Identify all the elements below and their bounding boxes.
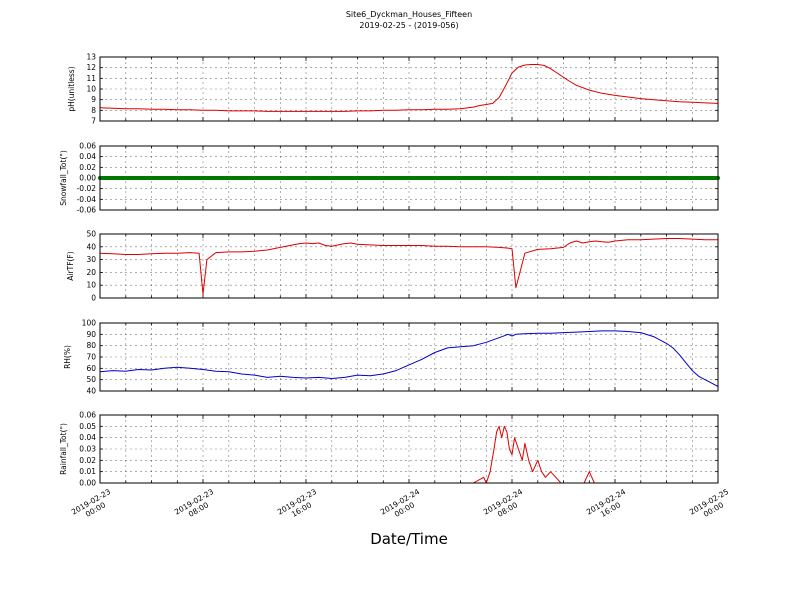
- chart-title: Site6_Dyckman_Houses_Fifteen 2019-02-25 …: [100, 9, 718, 31]
- y-tick-label: 80: [86, 341, 96, 350]
- panel-frame: [99, 414, 719, 484]
- ph-y-axis-label: pH(unitless): [67, 66, 76, 111]
- y-tick-label: 0.00: [79, 479, 96, 488]
- snowfall-y-axis-label: Snowfall_Tot("): [59, 150, 68, 206]
- rainfall-panel: 0.00 0.01 0.02 0.03 0.04 0.05 0.06 Rainfall_Tot…: [59, 411, 719, 488]
- ph-series-line: [99, 64, 719, 112]
- y-tick-label: 100: [82, 319, 97, 328]
- y-tick-label: 50: [86, 230, 96, 239]
- y-tick-label: 50: [86, 375, 96, 384]
- y-tick-label: 12: [86, 63, 96, 72]
- panel-frame: [99, 322, 719, 392]
- y-tick-label: 0.06: [79, 411, 96, 420]
- rainfall-series-line: [99, 425, 719, 484]
- y-tick-label: 40: [86, 387, 96, 396]
- y-tick-label: 0.02: [79, 163, 96, 172]
- y-tick-label: 0.04: [79, 152, 96, 161]
- y-tick-label: 0.01: [79, 467, 96, 476]
- y-tick-label: 30: [86, 255, 96, 264]
- y-tick-label: 8: [91, 106, 96, 115]
- airtf-series-line: [99, 238, 719, 295]
- chart-title-line1: Site6_Dyckman_Houses_Fifteen: [345, 10, 473, 19]
- y-tick-label: -0.04: [77, 195, 97, 204]
- panel-frame: [99, 56, 719, 122]
- airtf-panel: 0 10 20 30 40 50 AirTF(F): [66, 230, 719, 303]
- y-tick-label: 70: [86, 353, 96, 362]
- y-tick-label: 90: [86, 330, 96, 339]
- y-tick-label: 7: [91, 117, 96, 126]
- y-tick-label: 0: [91, 294, 96, 303]
- y-tick-label: 0.06: [79, 142, 96, 151]
- y-tick-label: 0.03: [79, 445, 96, 454]
- y-tick-label: 10: [86, 85, 96, 94]
- y-tick-label: 0.00: [79, 174, 96, 183]
- snowfall-panel: -0.06 -0.04 -0.020.00 0.02 0.040.06 Snowfall_…: [59, 142, 720, 215]
- x-axis-label: Date/Time: [370, 530, 448, 548]
- y-tick-label: 9: [91, 95, 96, 104]
- y-tick-label: -0.06: [77, 206, 97, 215]
- panel-frame: [99, 233, 719, 299]
- y-tick-label: 10: [86, 281, 96, 290]
- rh-y-axis-label: RH(%): [63, 345, 72, 369]
- y-tick-label: 40: [86, 242, 96, 251]
- y-tick-label: 13: [86, 53, 96, 62]
- y-tick-label: 0.05: [79, 422, 96, 431]
- y-tick-label: 0.04: [79, 433, 96, 442]
- rh-panel: 40 50 60 70 80 90 100 RH(%): [63, 319, 719, 396]
- airtf-y-axis-label: AirTF(F): [66, 251, 75, 280]
- y-tick-label: 0.02: [79, 456, 96, 465]
- panel-frame: [99, 145, 719, 211]
- y-tick-label: -0.02: [77, 184, 97, 193]
- y-tick-label: 60: [86, 364, 96, 373]
- y-tick-label: 20: [86, 268, 96, 277]
- rainfall-y-axis-label: Rainfall_Tot("): [59, 423, 68, 475]
- y-tick-label: 11: [86, 74, 96, 83]
- rh-series-line: [99, 330, 719, 387]
- chart-title-line2: 2019-02-25 - (2019-056): [359, 21, 459, 30]
